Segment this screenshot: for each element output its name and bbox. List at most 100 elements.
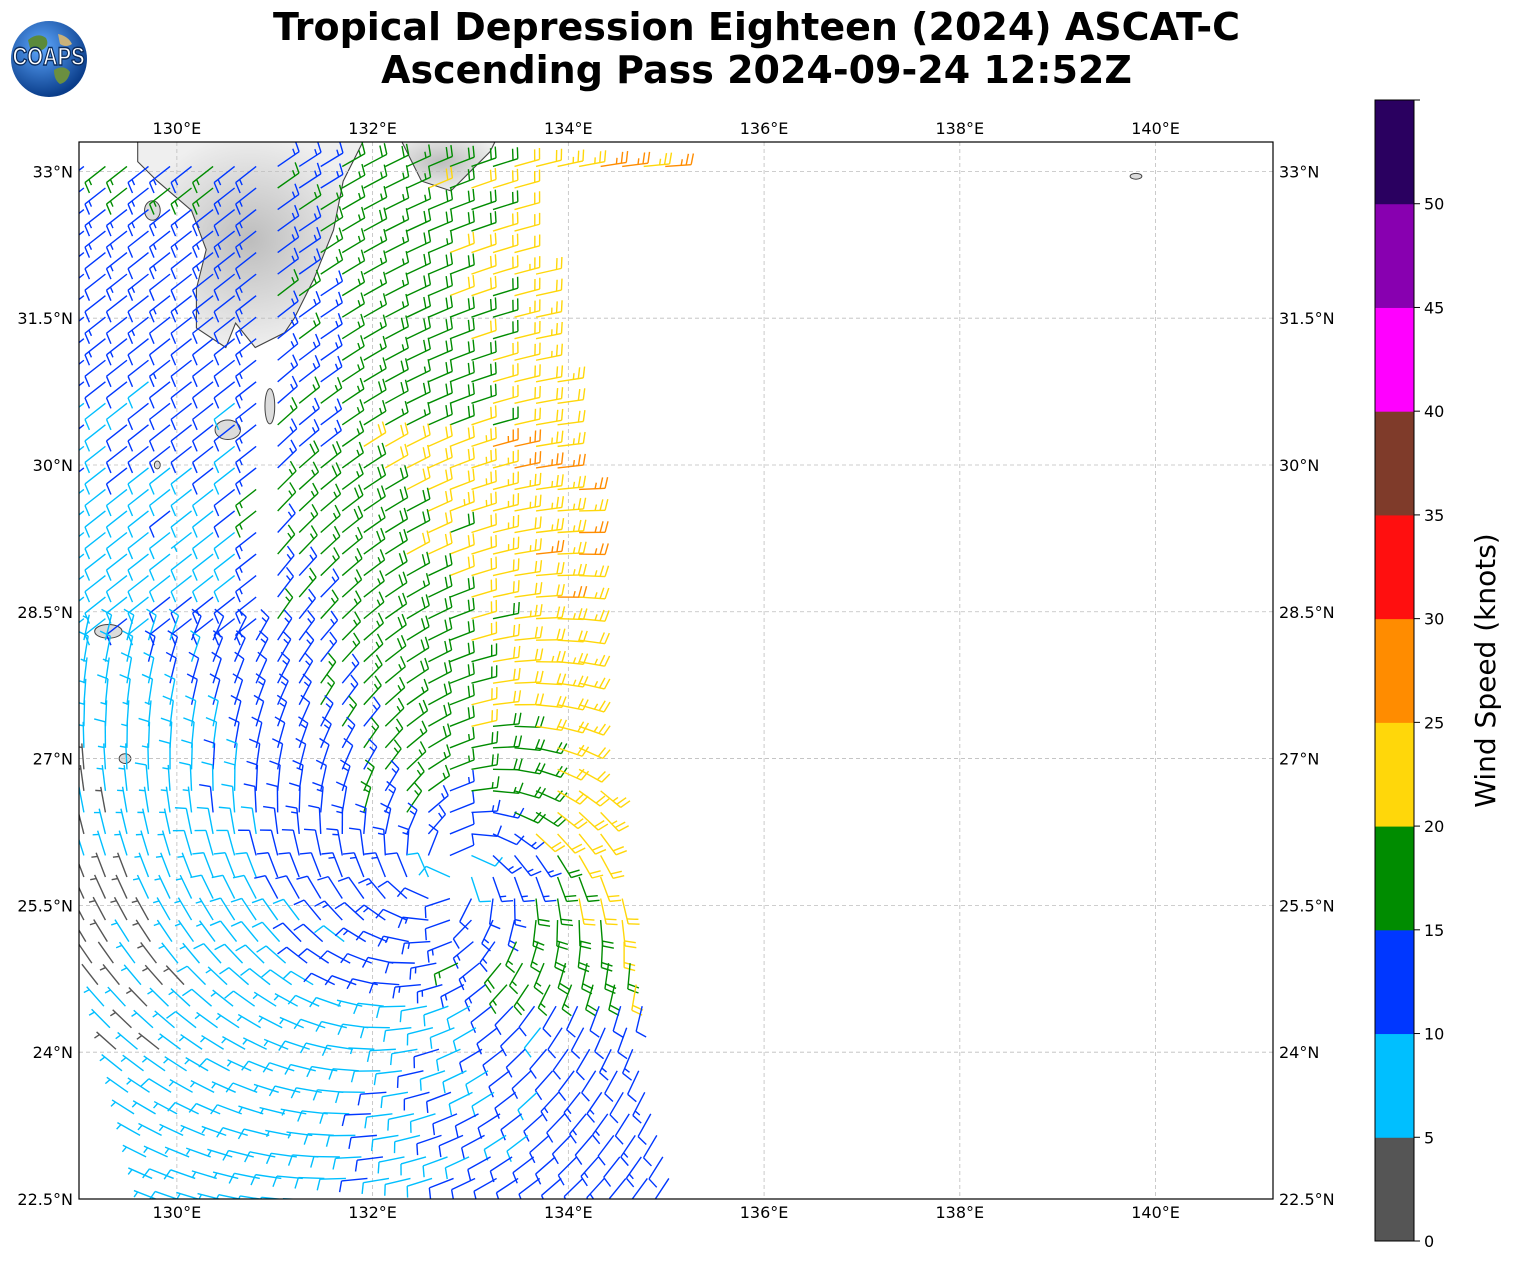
wind-barb [199, 1034, 224, 1050]
wind-barb [578, 898, 596, 926]
wind-barb [535, 430, 564, 448]
wind-barb [334, 927, 367, 943]
wind-barb [142, 964, 163, 986]
wind-barb [176, 965, 207, 986]
wind-barb [276, 694, 288, 727]
wind-barb [471, 599, 498, 620]
wind-barb [492, 449, 519, 469]
wind-barb [170, 338, 192, 366]
wind-barb [334, 901, 365, 921]
wind-barb [233, 630, 246, 662]
wind-barb [341, 653, 360, 684]
wind-barb [191, 273, 214, 301]
wind-barb [492, 147, 519, 168]
wind-barb [492, 493, 520, 512]
wind-barb [363, 591, 385, 620]
wind-barb [297, 948, 330, 964]
wind-barb [513, 984, 530, 1016]
wind-barb [557, 833, 586, 854]
wind-barb [177, 852, 193, 878]
wind-barb [438, 1134, 464, 1158]
wind-barb [363, 250, 388, 275]
wind-barb [459, 898, 473, 930]
wind-barb [158, 739, 171, 770]
wind-barb [127, 424, 149, 452]
wind-barb [341, 228, 366, 254]
wind-barb [132, 919, 151, 942]
wind-barb [160, 786, 171, 813]
wind-barb [105, 295, 128, 323]
wind-barb [428, 166, 454, 189]
wind-barb [308, 804, 322, 834]
wind-barb [277, 354, 299, 383]
wind-barb [593, 1200, 611, 1229]
wind-barb [406, 187, 432, 211]
wind-barb [212, 608, 225, 641]
wind-barb [492, 536, 520, 555]
wind-barb [542, 1005, 557, 1038]
wind-barb [397, 916, 429, 929]
wind-barb [226, 1059, 252, 1072]
wind-barb [492, 255, 519, 275]
wind-barb [97, 743, 107, 770]
wind-barb [339, 759, 351, 792]
wind-barb [148, 252, 171, 280]
wind-barb [143, 651, 155, 684]
wind-barb [317, 875, 343, 899]
wind-barb [471, 189, 497, 211]
wind-barb [428, 231, 454, 254]
wind-barb [126, 1077, 150, 1093]
wind-barb [341, 526, 363, 555]
wind-barb [454, 1113, 479, 1138]
wind-barb [148, 531, 171, 560]
title-line-1: Tropical Depression Eighteen (2024) ASCA… [273, 5, 1240, 49]
wind-barb [579, 499, 609, 512]
wind-barb [170, 488, 192, 517]
wind-barb [230, 920, 259, 943]
wind-barb [406, 251, 432, 275]
wind-barb [148, 510, 171, 538]
wind-barb [432, 1113, 458, 1136]
wind-barb [406, 594, 430, 620]
lon-tick-label-bottom: 132°E [348, 1203, 397, 1222]
wind-barb [219, 967, 250, 986]
wind-barb [194, 829, 214, 856]
wind-barb [194, 1011, 218, 1029]
wind-barb [127, 273, 149, 301]
wind-barb [235, 445, 257, 474]
colorbar: 0 5 10 15 20 25 30 35 40 45 50 Wind Speed (knots) [1374, 99, 1502, 1251]
wind-barb [492, 298, 519, 318]
wind-barb [277, 630, 292, 663]
lat-tick-label-right: 27°N [1279, 750, 1319, 769]
wind-barb [253, 1083, 279, 1093]
wind-barb [320, 695, 334, 727]
wind-barb [148, 445, 171, 474]
wind-barb [84, 531, 106, 560]
wind-barb [535, 474, 564, 491]
wind-barb [255, 651, 268, 684]
wind-barb [471, 426, 497, 448]
wind-barb [214, 943, 244, 964]
wind-barb [285, 805, 300, 835]
wind-barb [449, 210, 475, 232]
wind-barb [620, 1134, 636, 1167]
wind-barb [578, 150, 607, 168]
wind-barb [579, 543, 609, 556]
wind-barb [385, 165, 410, 189]
colorbar-tick-label: 5 [1424, 1128, 1434, 1147]
colorbar-label: Wind Speed (knots) [1469, 533, 1502, 807]
wind-barb [449, 231, 475, 254]
wind-barb [212, 630, 224, 662]
wind-barb [141, 673, 154, 705]
wind-barb [186, 673, 198, 705]
wind-barb [492, 233, 519, 254]
wind-barb [361, 1177, 390, 1195]
wind-barb [428, 553, 453, 577]
wind-barb [213, 252, 236, 280]
wind-barb [384, 529, 408, 555]
wind-barb [513, 876, 535, 903]
wind-barb [235, 402, 257, 431]
wind-barb [79, 596, 85, 602]
colorbar-bin [1375, 722, 1414, 827]
wind-barb [536, 673, 567, 686]
